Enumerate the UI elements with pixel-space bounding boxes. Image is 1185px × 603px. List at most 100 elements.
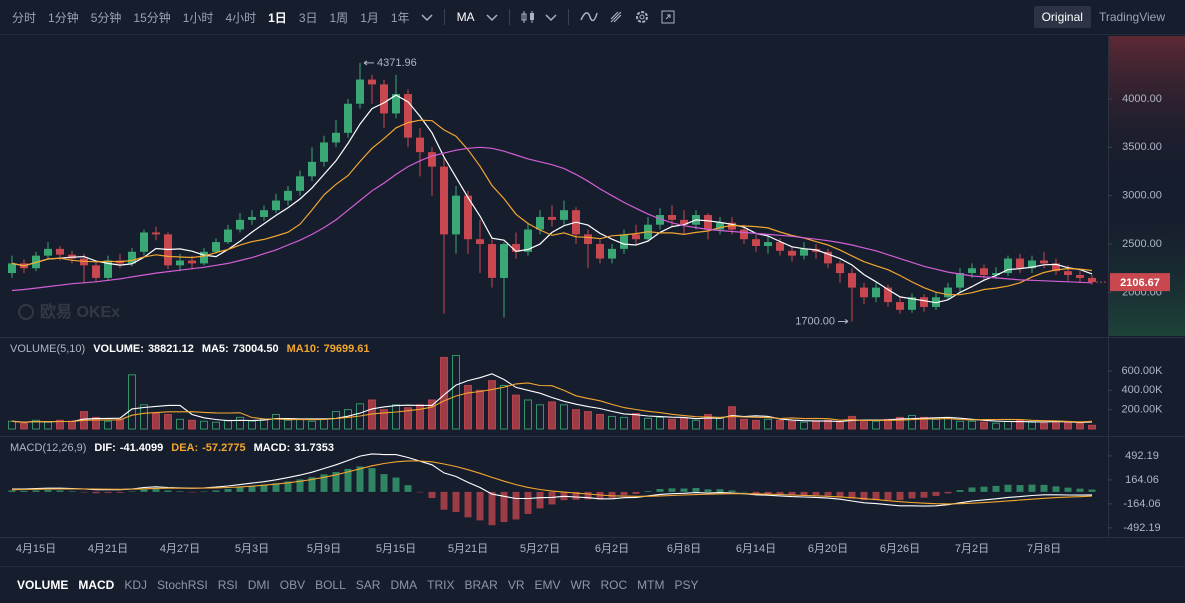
- indicator-icon[interactable]: [579, 9, 598, 25]
- macd-bar: [716, 489, 724, 492]
- volume-bar: [584, 411, 592, 430]
- candle-body: [1064, 271, 1072, 276]
- indicator-tab[interactable]: SAR: [355, 578, 381, 592]
- draw-icon[interactable]: [608, 9, 624, 25]
- indicator-tab[interactable]: ROC: [600, 578, 628, 592]
- volume-bar: [428, 399, 436, 430]
- volume-bar: [488, 380, 496, 430]
- indicator-tab[interactable]: PSY: [674, 578, 699, 592]
- candle-body: [428, 152, 436, 167]
- candle-body: [524, 229, 532, 252]
- volume-bar: [20, 422, 28, 430]
- volume-bar: [536, 404, 544, 430]
- macd-bar: [800, 491, 808, 496]
- settings-icon[interactable]: [634, 9, 650, 25]
- indicator-tab[interactable]: WR: [570, 578, 591, 592]
- volume-ma-line: [11, 373, 1093, 423]
- dropdown-icon[interactable]: [420, 10, 434, 24]
- macd-bar: [140, 489, 148, 492]
- indicator-tab[interactable]: VOLUME: [17, 578, 69, 592]
- macd-bar: [512, 491, 520, 520]
- indicator-tab[interactable]: DMI: [247, 578, 270, 592]
- macd-bar: [932, 491, 940, 496]
- volume-bar: [668, 418, 676, 430]
- volume-bar: [1064, 421, 1072, 430]
- macd-bar: [152, 488, 160, 492]
- volume-bar: [824, 419, 832, 430]
- candle-type-icon[interactable]: [520, 9, 536, 25]
- indicator-tab[interactable]: BRAR: [464, 578, 498, 592]
- indicator-select[interactable]: MA: [456, 10, 475, 24]
- last-price-box: [1110, 273, 1170, 292]
- macd-bar: [608, 491, 616, 499]
- macd-line: [11, 460, 1093, 505]
- macd-bar: [548, 491, 556, 505]
- dropdown-icon[interactable]: [485, 10, 499, 24]
- macd-bar: [680, 488, 688, 492]
- candle-body: [896, 302, 904, 310]
- view-button[interactable]: TradingView: [1098, 10, 1165, 24]
- indicator-tab[interactable]: StochRSI: [157, 578, 208, 592]
- macd-bar: [416, 491, 424, 493]
- interval-button[interactable]: 1小时: [182, 10, 214, 25]
- macd-bar: [212, 490, 220, 492]
- volume-bar: [128, 374, 136, 430]
- fullscreen-icon[interactable]: [660, 9, 676, 25]
- indicator-tab[interactable]: DMA: [390, 578, 418, 592]
- x-tick-label: 6月8日: [667, 543, 701, 555]
- candle-body: [728, 222, 736, 230]
- indicator-tab[interactable]: BOLL: [315, 578, 346, 592]
- interval-button[interactable]: 1分钟: [48, 10, 79, 25]
- indicator-tab[interactable]: MACD: [78, 578, 115, 592]
- macd-bar: [872, 491, 880, 500]
- interval-button[interactable]: 4小时: [225, 10, 257, 25]
- volume-bar: [116, 418, 124, 430]
- macd-bar: [1064, 487, 1072, 492]
- macd-bar: [1004, 484, 1012, 492]
- indicator-tab[interactable]: OBV: [279, 578, 306, 592]
- volume-bar: [404, 407, 412, 430]
- candle-body: [440, 166, 448, 235]
- x-tick-label: 4月21日: [88, 543, 128, 555]
- indicator-tab[interactable]: MTM: [637, 578, 665, 592]
- macd-bar: [944, 491, 952, 494]
- candle-body: [920, 297, 928, 307]
- candle-body: [320, 142, 328, 162]
- view-button[interactable]: Original: [1033, 6, 1091, 28]
- macd-bar: [188, 491, 196, 493]
- interval-button[interactable]: 1周: [329, 10, 349, 25]
- interval-button[interactable]: 分时: [12, 10, 37, 25]
- interval-button[interactable]: 15分钟: [133, 10, 171, 25]
- macd-bar: [920, 491, 928, 498]
- indicator-tab[interactable]: VR: [507, 578, 525, 592]
- interval-button[interactable]: 1月: [360, 10, 379, 25]
- macd-bar: [824, 491, 832, 496]
- volume-bar: [248, 420, 256, 430]
- macd-bar: [320, 474, 328, 492]
- interval-button[interactable]: 3日: [298, 10, 318, 25]
- indicator-tab[interactable]: KDJ: [124, 578, 148, 592]
- volume-bar: [476, 389, 484, 430]
- volume-bar: [8, 420, 16, 430]
- indicator-tab[interactable]: RSI: [217, 578, 238, 592]
- indicator-tab[interactable]: EMV: [534, 578, 561, 592]
- y-tick-label: -164.06: [1123, 498, 1160, 510]
- macd-bar: [236, 487, 244, 492]
- dropdown-icon[interactable]: [544, 10, 558, 24]
- volume-ma-line: [11, 382, 1093, 423]
- candle-body: [1076, 275, 1084, 278]
- interval-button[interactable]: 1年: [390, 10, 410, 25]
- candle-body: [584, 234, 592, 245]
- indicator-tab[interactable]: TRIX: [427, 578, 455, 592]
- macd-bar: [104, 491, 112, 493]
- interval-button[interactable]: 1日: [268, 10, 287, 25]
- x-tick-label: 5月21日: [448, 543, 488, 555]
- x-tick-label: 7月8日: [1027, 543, 1061, 555]
- interval-button[interactable]: 5分钟: [90, 10, 122, 25]
- candle-body: [884, 287, 892, 303]
- candle-body: [344, 103, 352, 133]
- candle-body: [80, 258, 88, 266]
- macd-bar: [32, 490, 40, 492]
- x-tick-label: 5月15日: [376, 543, 416, 555]
- volume-bar: [560, 404, 568, 430]
